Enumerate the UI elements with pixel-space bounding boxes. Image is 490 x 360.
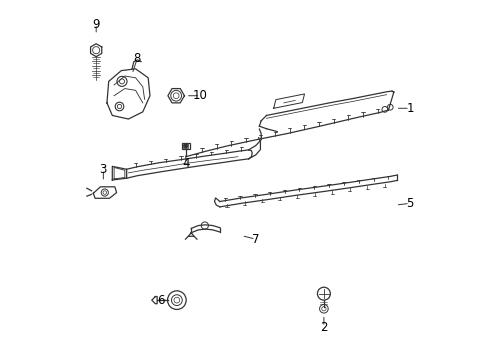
- Text: 1: 1: [406, 102, 414, 115]
- Bar: [183, 144, 188, 148]
- Text: 4: 4: [182, 157, 190, 170]
- Text: 5: 5: [406, 197, 414, 210]
- Text: 10: 10: [193, 89, 208, 102]
- Bar: [182, 143, 190, 149]
- Text: 6: 6: [157, 294, 165, 307]
- Text: 2: 2: [320, 320, 328, 333]
- Text: 3: 3: [99, 163, 107, 176]
- Circle shape: [184, 144, 188, 148]
- Text: 9: 9: [93, 18, 100, 31]
- Text: 7: 7: [252, 233, 260, 246]
- Text: 8: 8: [134, 51, 141, 64]
